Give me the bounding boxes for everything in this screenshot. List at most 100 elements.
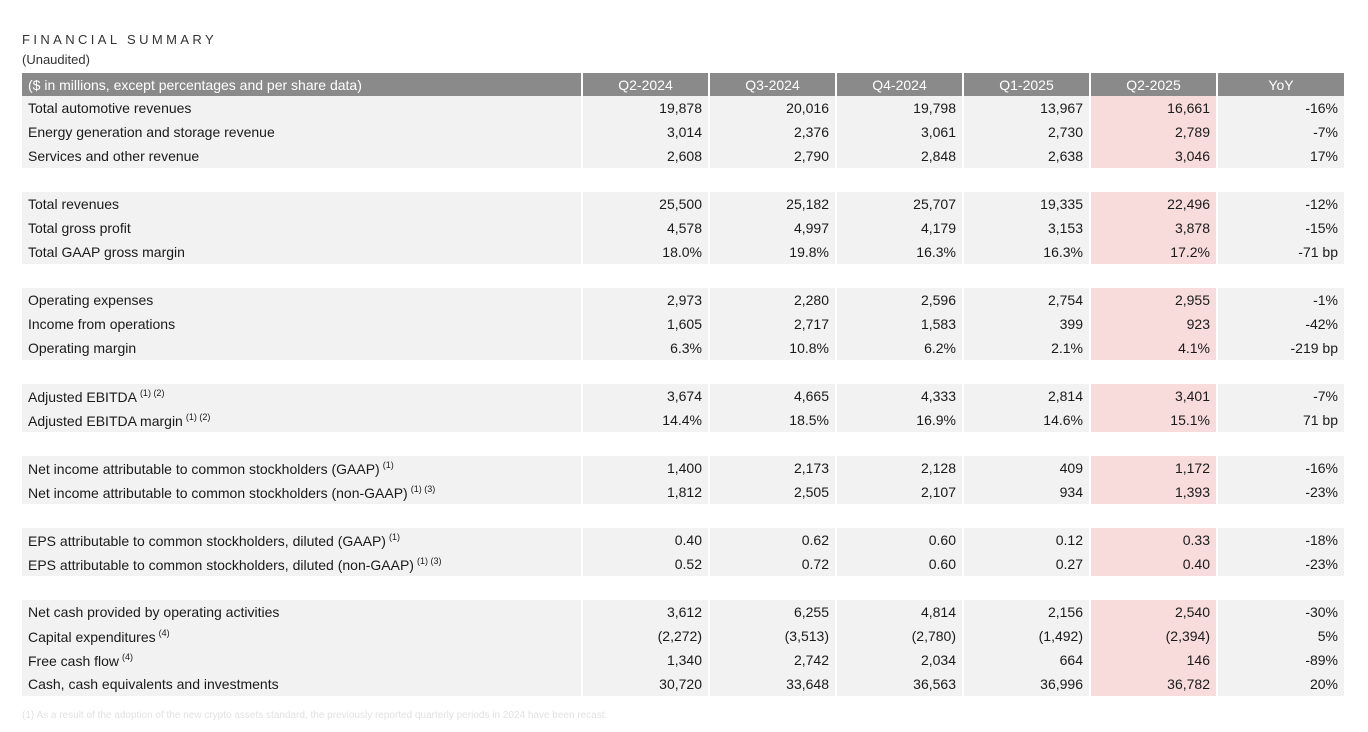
value-cell: 0.62 <box>709 528 837 552</box>
value-cell: (2,394) <box>1090 624 1218 648</box>
row-label-text: Adjusted EBITDA margin <box>28 412 183 429</box>
row-label: EPS attributable to common stockholders,… <box>22 528 583 552</box>
row-label-text: Total automotive revenues <box>28 100 192 116</box>
value-cell: 4,179 <box>836 216 964 240</box>
row-label-text: Adjusted EBITDA <box>28 388 137 405</box>
footnote-marker: (1) <box>382 459 394 470</box>
yoy-cell: -71 bp <box>1217 240 1344 264</box>
value-cell: 2,848 <box>836 144 964 168</box>
row-label: Energy generation and storage revenue <box>22 120 583 144</box>
value-cell: 2,128 <box>836 456 964 480</box>
value-cell: 20,016 <box>709 96 837 120</box>
spacer-row <box>22 576 1344 600</box>
table-row: Operating expenses 2,973 2,280 2,596 2,754 2,… <box>22 288 1344 312</box>
row-label: Total GAAP gross margin <box>22 240 583 264</box>
row-label-text: Income from operations <box>28 316 176 332</box>
table-row: Total revenues 25,500 25,182 25,707 19,335 22… <box>22 192 1344 216</box>
row-label: Income from operations <box>22 312 583 336</box>
value-cell: 25,182 <box>709 192 837 216</box>
row-label: Net income attributable to common stockh… <box>22 456 583 480</box>
row-label-text: Capital expenditures <box>28 628 156 645</box>
row-label: Adjusted EBITDA margin (1) (2) <box>22 408 583 432</box>
value-cell: 2,540 <box>1090 600 1218 624</box>
value-cell: 2,789 <box>1090 120 1218 144</box>
footnote-marker: (1) (3) <box>416 555 442 566</box>
row-label: Capital expenditures (4) <box>22 624 583 648</box>
value-cell: 0.72 <box>709 552 837 576</box>
table-row: Services and other revenue 2,608 2,790 2,84… <box>22 144 1344 168</box>
table-header-row: ($ in millions, except percentages and p… <box>22 73 1344 96</box>
value-cell: 2,790 <box>709 144 837 168</box>
value-cell: 2,034 <box>836 648 964 672</box>
value-cell: 3,046 <box>1090 144 1218 168</box>
value-cell: 30,720 <box>582 672 710 696</box>
value-cell: 0.33 <box>1090 528 1218 552</box>
value-cell: 36,996 <box>963 672 1091 696</box>
column-header: Q3-2024 <box>709 73 837 96</box>
financial-summary-table: ($ in millions, except percentages and p… <box>22 73 1344 696</box>
row-label: Adjusted EBITDA (1) (2) <box>22 384 583 408</box>
yoy-cell: -15% <box>1217 216 1344 240</box>
spacer-cell <box>22 360 1344 384</box>
column-header: YoY <box>1217 73 1344 96</box>
value-cell: 36,782 <box>1090 672 1218 696</box>
value-cell: (3,513) <box>709 624 837 648</box>
value-cell: 16.3% <box>963 240 1091 264</box>
column-header: Q2-2025 <box>1090 73 1218 96</box>
row-label-text: Total gross profit <box>28 220 131 236</box>
yoy-cell: -12% <box>1217 192 1344 216</box>
value-cell: 2,955 <box>1090 288 1218 312</box>
value-cell: 19,335 <box>963 192 1091 216</box>
value-cell: 4.1% <box>1090 336 1218 360</box>
value-cell: 4,578 <box>582 216 710 240</box>
row-label: Net cash provided by operating activitie… <box>22 600 583 624</box>
yoy-cell: -42% <box>1217 312 1344 336</box>
value-cell: 0.60 <box>836 528 964 552</box>
value-cell: 18.0% <box>582 240 710 264</box>
value-cell: 33,648 <box>709 672 837 696</box>
value-cell: 1,340 <box>582 648 710 672</box>
value-cell: 16.9% <box>836 408 964 432</box>
value-cell: 16.3% <box>836 240 964 264</box>
value-cell: 0.27 <box>963 552 1091 576</box>
value-cell: 3,674 <box>582 384 710 408</box>
value-cell: 1,172 <box>1090 456 1218 480</box>
value-cell: 4,665 <box>709 384 837 408</box>
value-cell: 2,814 <box>963 384 1091 408</box>
yoy-cell: -16% <box>1217 96 1344 120</box>
yoy-cell: -7% <box>1217 120 1344 144</box>
value-cell: 1,583 <box>836 312 964 336</box>
value-cell: 17.2% <box>1090 240 1218 264</box>
table-row: Capital expenditures (4) (2,272) (3,513) (2,… <box>22 624 1344 648</box>
yoy-cell: 17% <box>1217 144 1344 168</box>
yoy-cell: 71 bp <box>1217 408 1344 432</box>
page-subtitle: (Unaudited) <box>22 52 90 67</box>
row-label: EPS attributable to common stockholders,… <box>22 552 583 576</box>
value-cell: 923 <box>1090 312 1218 336</box>
footnote-marker: (1) (3) <box>410 483 436 494</box>
spacer-cell <box>22 504 1344 528</box>
value-cell: 0.52 <box>582 552 710 576</box>
value-cell: 4,814 <box>836 600 964 624</box>
value-cell: 25,500 <box>582 192 710 216</box>
row-label-text: Operating margin <box>28 340 137 356</box>
value-cell: 16,661 <box>1090 96 1218 120</box>
value-cell: 13,967 <box>963 96 1091 120</box>
value-cell: 2,280 <box>709 288 837 312</box>
value-cell: 664 <box>963 648 1091 672</box>
value-cell: 2,754 <box>963 288 1091 312</box>
row-label-text: Net cash provided by operating activitie… <box>28 604 280 620</box>
footnote: (1) As a result of the adoption of the n… <box>22 710 608 721</box>
value-cell: 14.6% <box>963 408 1091 432</box>
value-cell: 0.40 <box>582 528 710 552</box>
value-cell: 19,878 <box>582 96 710 120</box>
value-cell: 2,742 <box>709 648 837 672</box>
table-row: Adjusted EBITDA (1) (2) 3,674 4,665 4,333 2,8… <box>22 384 1344 408</box>
table-row: EPS attributable to common stockholders,… <box>22 552 1344 576</box>
row-label-text: Operating expenses <box>28 292 154 308</box>
value-cell: 2,107 <box>836 480 964 504</box>
row-label-text: Free cash flow <box>28 652 120 669</box>
row-label: Total gross profit <box>22 216 583 240</box>
column-header: Q2-2024 <box>582 73 710 96</box>
value-cell: 2,156 <box>963 600 1091 624</box>
